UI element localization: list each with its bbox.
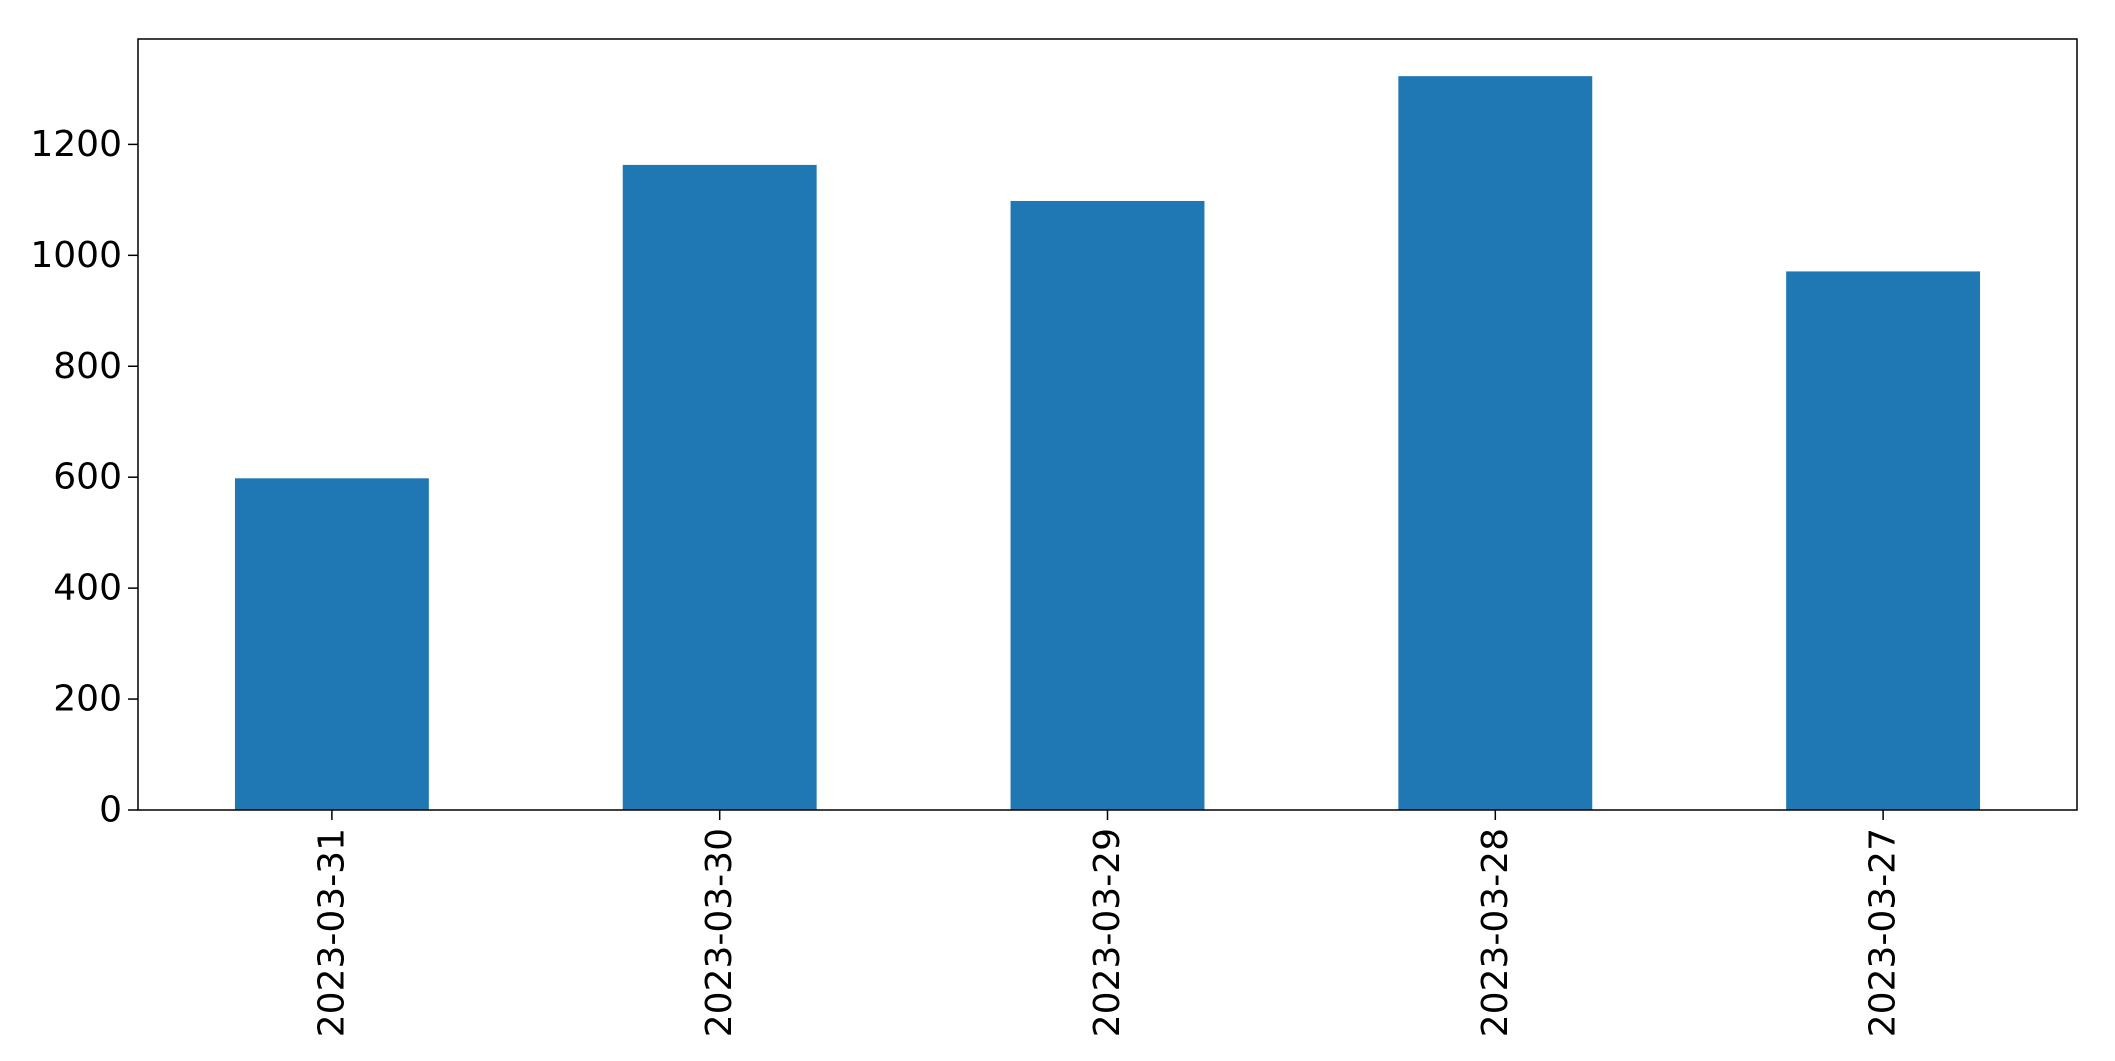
y-tick-label-600: 600	[53, 457, 122, 498]
plot-frame	[137, 38, 2078, 811]
bar-group	[234, 76, 1981, 811]
y-tick-label-1200: 1200	[30, 124, 122, 165]
y-tick-label-0: 0	[99, 790, 122, 831]
y-tick-label-400: 400	[53, 568, 122, 609]
x-tick-label-2023-03-30: 2023-03-30	[699, 828, 740, 1037]
y-tick-label-1000: 1000	[30, 235, 122, 276]
x-tick-label-2023-03-29: 2023-03-29	[1087, 828, 1128, 1037]
x-axis: 2023-03-31 2023-03-30 2023-03-29 2023-03-28…	[311, 810, 1904, 1037]
bar-2023-03-27	[1786, 271, 1981, 810]
x-tick-label-2023-03-31: 2023-03-31	[311, 828, 352, 1037]
y-tick-label-800: 800	[53, 346, 122, 387]
bar-2023-03-28	[1398, 76, 1593, 810]
x-tick-label-2023-03-27: 2023-03-27	[1863, 828, 1904, 1037]
y-axis: 0 200 400 600 800 1000 1200	[30, 124, 138, 831]
bar-2023-03-29	[1010, 200, 1205, 811]
x-tick-label-2023-03-28: 2023-03-28	[1475, 828, 1516, 1037]
bar-2023-03-31	[234, 478, 429, 810]
y-tick-label-200: 200	[53, 679, 122, 720]
bar-2023-03-30	[622, 164, 817, 810]
